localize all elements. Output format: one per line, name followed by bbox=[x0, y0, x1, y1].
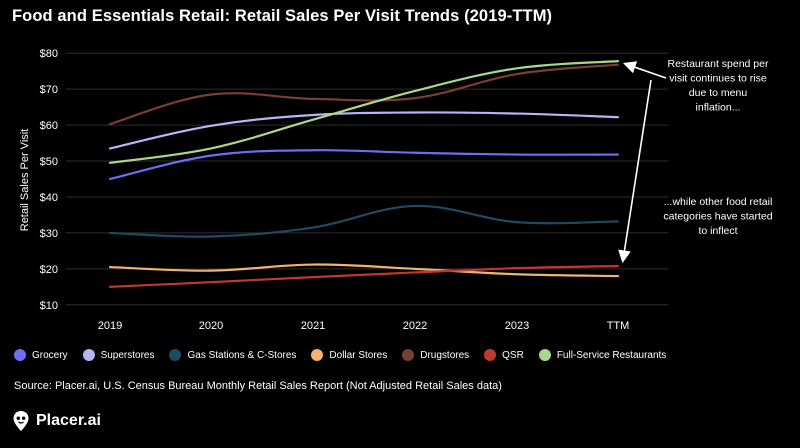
y-tick-label: $10 bbox=[40, 300, 58, 312]
x-tick-label: 2019 bbox=[98, 320, 122, 332]
legend-swatch bbox=[14, 349, 26, 361]
series-line-gas-stations-c-stores bbox=[108, 204, 620, 238]
x-tick-label: 2021 bbox=[301, 320, 325, 332]
y-tick-label: $30 bbox=[40, 228, 58, 240]
legend-swatch bbox=[311, 349, 324, 361]
y-tick-label: $60 bbox=[40, 120, 58, 132]
arrow-to-restaurants bbox=[622, 61, 667, 79]
annotation-other-text: categories have started bbox=[663, 211, 772, 223]
y-tick-label: $70 bbox=[40, 84, 58, 96]
legend-swatch bbox=[402, 349, 415, 361]
annotation-restaurant-text: Restaurant spend per bbox=[668, 58, 769, 70]
x-tick-label: 2023 bbox=[505, 320, 529, 332]
legend-item-full-service-restaurants: Full-Service Restaurants bbox=[538, 349, 667, 361]
series-line-superstores bbox=[108, 111, 620, 150]
legend-label: Drugstores bbox=[420, 349, 470, 361]
y-tick-label: $40 bbox=[40, 192, 58, 204]
legend-label: Superstores bbox=[100, 349, 155, 361]
y-tick-label: $80 bbox=[40, 48, 58, 60]
brand-name: Placer.ai bbox=[36, 412, 101, 429]
legend-item-grocery: Grocery bbox=[14, 349, 68, 361]
chart-legend: Grocery Superstores Gas Stations & C-Store… bbox=[14, 349, 681, 361]
legend-item-qsr: QSR bbox=[484, 349, 524, 361]
series-line-drugstores bbox=[108, 63, 620, 126]
x-tick-label: TTM bbox=[607, 320, 630, 332]
legend-swatch bbox=[538, 349, 551, 361]
legend-item-superstores: Superstores bbox=[82, 349, 155, 361]
series-line-qsr bbox=[108, 264, 620, 288]
annotation-restaurant-text: visit continues to rise bbox=[669, 73, 767, 85]
annotation-restaurant-text: due to menu bbox=[689, 87, 748, 99]
legend-item-dollar-stores: Dollar Stores bbox=[311, 349, 387, 361]
legend-item-drugstores: Drugstores bbox=[402, 349, 469, 361]
series-line-full-service-restaurants bbox=[108, 59, 620, 164]
placer-logo: Placer.ai bbox=[12, 410, 101, 432]
x-tick-label: 2022 bbox=[403, 320, 427, 332]
y-tick-label: $20 bbox=[40, 264, 58, 276]
legend-swatch bbox=[169, 349, 182, 361]
legend-label: Dollar Stores bbox=[329, 349, 388, 361]
chart-area: $10 $20 $30 $40 $50 $60 $70 $80 2019 2020 2021 2022… bbox=[19, 48, 773, 332]
legend-label: Grocery bbox=[32, 349, 68, 361]
annotation-other-text: ...while other food retail bbox=[664, 196, 773, 208]
x-tick-label: 2020 bbox=[199, 320, 223, 332]
y-axis-label: Retail Sales Per Visit bbox=[19, 129, 31, 232]
legend-label: Full-Service Restaurants bbox=[556, 349, 667, 361]
placer-pin-icon bbox=[13, 411, 29, 431]
annotation-other-text: to inflect bbox=[698, 225, 737, 237]
arrow-to-qsr bbox=[618, 79, 652, 264]
y-tick-label: $50 bbox=[40, 156, 58, 168]
legend-swatch bbox=[484, 349, 497, 361]
series-line-grocery bbox=[108, 149, 620, 181]
chart-title: Food and Essentials Retail: Retail Sales… bbox=[12, 7, 553, 25]
legend-swatch bbox=[82, 349, 95, 361]
source-note: Source: Placer.ai, U.S. Census Bureau Mo… bbox=[14, 380, 502, 392]
legend-label: QSR bbox=[502, 349, 524, 361]
legend-label: Gas Stations & C-Stores bbox=[187, 349, 297, 361]
series-line-dollar-stores bbox=[108, 263, 620, 278]
annotation-restaurant-text: inflation... bbox=[696, 102, 741, 114]
legend-item-gas-stations-c-stores: Gas Stations & C-Stores bbox=[169, 349, 296, 361]
